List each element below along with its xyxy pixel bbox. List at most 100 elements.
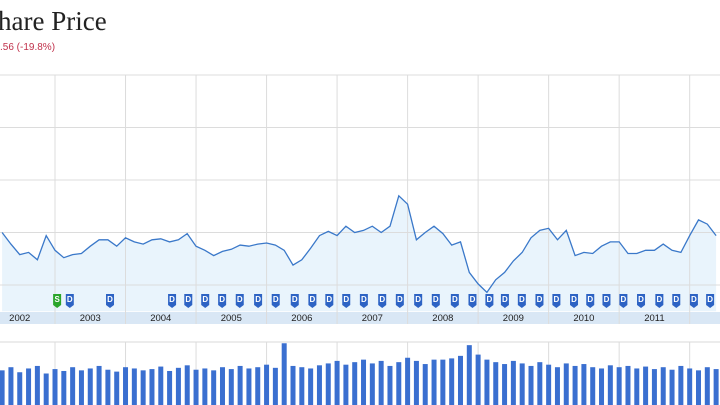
volume-bar (581, 364, 587, 405)
volume-bar (678, 365, 684, 405)
volume-bar (299, 367, 305, 405)
event-label: D (470, 295, 476, 304)
volume-bar (651, 369, 657, 405)
volume-bar (643, 366, 649, 405)
event-label: D (361, 295, 367, 304)
price-line (1, 194, 717, 294)
year-label: 2008 (432, 313, 453, 324)
volume-bar (237, 365, 243, 405)
event-label: D (707, 295, 713, 304)
volume-bar (475, 354, 481, 405)
year-label: 2010 (573, 313, 594, 324)
volume-bar (440, 359, 446, 405)
volume-bar (422, 364, 428, 405)
event-flag (637, 294, 646, 308)
event-label: D (691, 295, 697, 304)
volume-bar (87, 368, 93, 405)
volume-bar (510, 360, 516, 405)
volume-bar (255, 367, 261, 405)
volume-bar (599, 368, 605, 405)
volume-bar (246, 368, 252, 405)
event-label: D (519, 295, 525, 304)
event-flag (254, 294, 263, 308)
event-flag (414, 294, 423, 308)
volume-bar (123, 367, 129, 405)
volume-bar (193, 369, 199, 405)
event-flag (706, 294, 715, 308)
volume-bar (361, 359, 367, 405)
volume-bar (590, 367, 596, 405)
volume-bar (484, 359, 490, 405)
event-label: D (326, 295, 332, 304)
event-flag (552, 294, 561, 308)
volume-bar (140, 370, 146, 405)
volume-bar (378, 360, 384, 405)
volume-bar (290, 365, 296, 405)
volume-bar (184, 365, 190, 405)
volume-bar (228, 369, 234, 405)
event-label: S (54, 295, 60, 304)
volume-bar (26, 368, 32, 405)
event-label: D (487, 295, 493, 304)
volume-bar (334, 360, 340, 405)
event-label: D (433, 295, 439, 304)
volume-bar (114, 371, 120, 405)
volume-bar (352, 362, 358, 405)
volume-bar (369, 363, 375, 405)
event-flag (517, 294, 526, 308)
volume-bar (219, 367, 225, 405)
volume-bar (607, 365, 613, 405)
event-flag (342, 294, 351, 308)
event-flag (535, 294, 544, 308)
event-label: D (415, 295, 421, 304)
volume-bar (202, 368, 208, 405)
volume-bar (387, 365, 393, 405)
volume-bar (52, 369, 58, 405)
volume-bar (669, 369, 675, 405)
volume-bar (34, 365, 40, 405)
volume-bar (211, 370, 217, 405)
event-flag (689, 294, 698, 308)
volume-bar (325, 363, 331, 405)
volume-bar (149, 369, 155, 405)
volume-bar (519, 363, 525, 405)
event-flag (184, 294, 193, 308)
event-label: D (237, 295, 243, 304)
event-label: D (604, 295, 610, 304)
volume-bar (0, 370, 5, 405)
event-flag (106, 294, 115, 308)
event-flag (395, 294, 404, 308)
event-label: D (638, 295, 644, 304)
volume-bar (449, 358, 455, 405)
volume-bar (563, 363, 569, 405)
year-label: 2006 (291, 313, 312, 324)
volume-bar (695, 370, 701, 405)
volume-bar (704, 367, 710, 405)
volume-bar (343, 364, 349, 405)
price-area (2, 195, 717, 312)
volume-bar (634, 368, 640, 405)
event-flag (431, 294, 440, 308)
volume-bar (78, 370, 84, 405)
volume-bar (493, 362, 499, 405)
volume-bar (528, 365, 534, 405)
event-label: D (379, 295, 385, 304)
volume-bar (272, 367, 278, 405)
year-label: 2003 (80, 313, 101, 324)
year-label: 2011 (644, 313, 664, 324)
event-flag (485, 294, 494, 308)
year-label: 2002 (9, 313, 30, 324)
event-label: D (310, 295, 316, 304)
volume-bar (537, 362, 543, 405)
volume-bar (316, 365, 322, 405)
event-label: D (673, 295, 679, 304)
volume-bar (713, 369, 719, 405)
volume-bar (413, 360, 419, 405)
event-label: D (397, 295, 403, 304)
event-label: D (185, 295, 191, 304)
price-change: .56 (-19.8%) (0, 42, 55, 53)
volume-bar (616, 367, 622, 405)
event-flag (450, 294, 459, 308)
event-flag (218, 294, 227, 308)
